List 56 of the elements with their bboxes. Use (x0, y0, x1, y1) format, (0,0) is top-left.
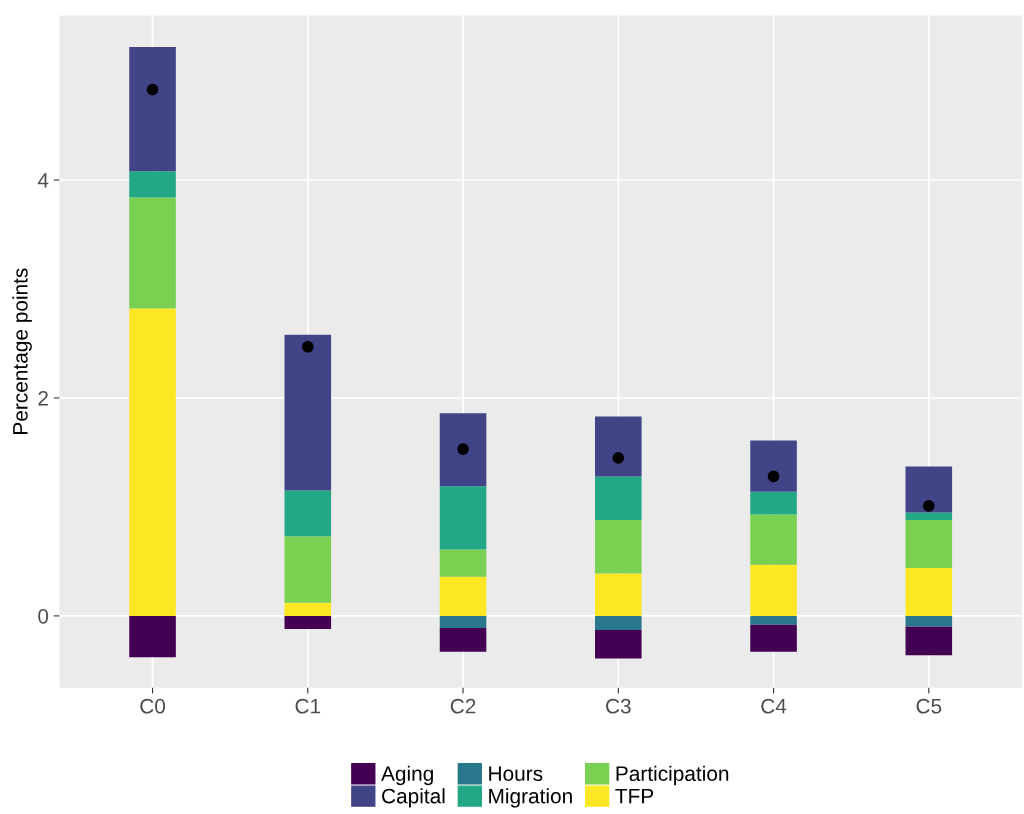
x-tick-label: C0 (140, 698, 166, 714)
bar (595, 476, 642, 521)
x-tick-label: C4 (761, 698, 787, 714)
bar (439, 576, 487, 616)
point (301, 340, 314, 353)
legend-label: Participation (616, 765, 729, 786)
bar (284, 536, 332, 603)
bar (129, 197, 176, 309)
bar (129, 615, 176, 658)
bar (284, 615, 332, 629)
bar (595, 416, 642, 477)
bar (750, 624, 797, 652)
bar (750, 514, 797, 565)
y-axis-title: Percentage points (12, 268, 32, 434)
bar (439, 413, 487, 487)
bar (905, 520, 953, 568)
bar (284, 602, 332, 616)
point (767, 470, 780, 483)
legend-label: Hours (489, 766, 543, 782)
bar (905, 615, 953, 627)
legend-label: TFP (615, 788, 654, 804)
bar (595, 630, 642, 659)
legend-label: Capital (382, 788, 445, 808)
bar (750, 615, 797, 625)
x-tick-label: C3 (606, 698, 631, 714)
bar (905, 466, 953, 513)
bar (439, 615, 487, 628)
bar (129, 171, 176, 198)
x-tick-label: C5 (916, 698, 942, 714)
bar (905, 512, 953, 521)
x-tick-label: C2 (450, 698, 476, 714)
bar (595, 520, 642, 574)
bar (905, 567, 953, 616)
point (922, 499, 935, 512)
y-tick-label: 4 (37, 173, 49, 188)
bar (129, 47, 176, 172)
bar (439, 486, 487, 550)
bar (439, 627, 487, 652)
y-tick-label: 2 (38, 390, 48, 406)
bar (129, 308, 176, 616)
y-tick-label: 0 (38, 608, 49, 624)
bar (750, 491, 797, 515)
bar (595, 615, 642, 631)
bar (595, 573, 642, 616)
x-tick-label: C1 (295, 698, 321, 714)
bar (284, 334, 332, 491)
bar (750, 440, 797, 492)
bar (439, 549, 487, 577)
legend-label: Migration (489, 788, 572, 808)
bar (750, 564, 797, 616)
point (146, 83, 159, 96)
legend-label: Aging (381, 765, 433, 786)
bar (905, 626, 953, 656)
bar (284, 490, 332, 537)
point (457, 443, 469, 456)
point (612, 452, 625, 464)
